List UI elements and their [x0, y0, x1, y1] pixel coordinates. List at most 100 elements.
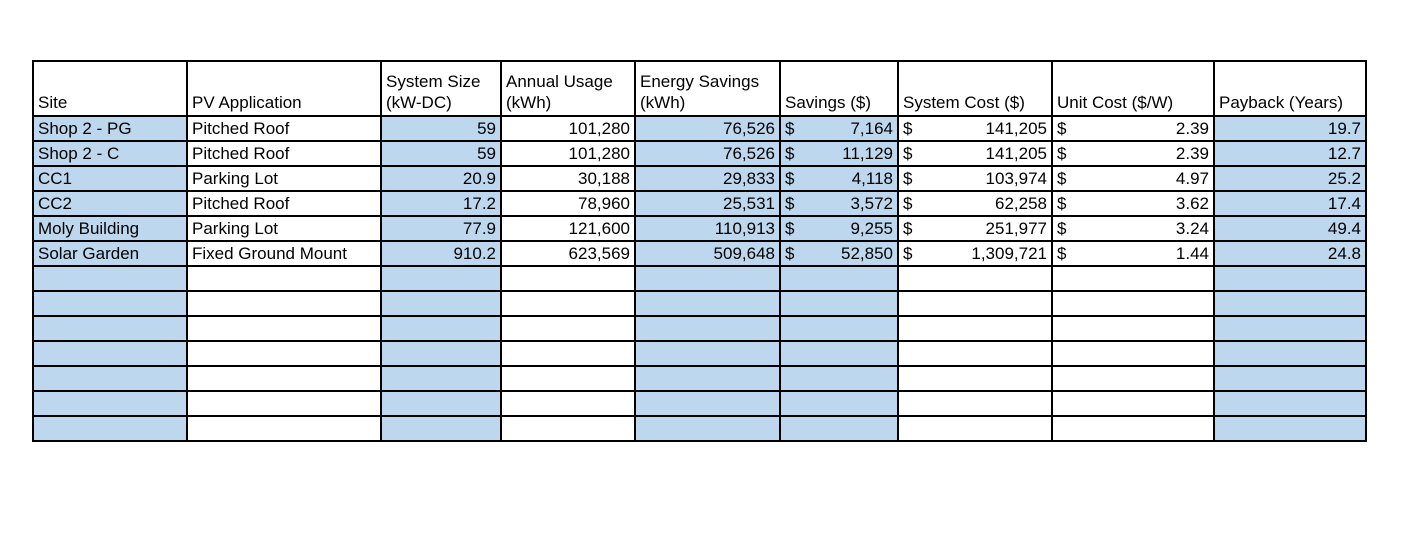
table-cell[interactable]: Pitched Roof: [186, 190, 382, 217]
table-cell[interactable]: [1051, 265, 1215, 292]
table-cell[interactable]: 101,280: [500, 115, 636, 142]
table-cell[interactable]: $52,850: [779, 240, 899, 267]
table-cell[interactable]: [32, 315, 188, 342]
table-cell[interactable]: [634, 415, 781, 442]
table-cell[interactable]: 101,280: [500, 140, 636, 167]
table-cell[interactable]: $141,205: [897, 140, 1053, 167]
table-cell[interactable]: [1051, 415, 1215, 442]
table-cell[interactable]: 59: [380, 140, 502, 167]
column-header[interactable]: PV Application: [186, 60, 382, 117]
table-cell[interactable]: $2.39: [1051, 140, 1215, 167]
table-cell[interactable]: $62,258: [897, 190, 1053, 217]
table-cell[interactable]: $4.97: [1051, 165, 1215, 192]
table-cell[interactable]: [186, 365, 382, 392]
table-cell[interactable]: $1,309,721: [897, 240, 1053, 267]
table-cell[interactable]: [1213, 415, 1367, 442]
table-cell[interactable]: 77.9: [380, 215, 502, 242]
table-cell[interactable]: [1213, 340, 1367, 367]
table-cell[interactable]: 623,569: [500, 240, 636, 267]
table-cell[interactable]: Pitched Roof: [186, 140, 382, 167]
table-cell[interactable]: [634, 340, 781, 367]
column-header[interactable]: System Cost ($): [897, 60, 1053, 117]
table-cell[interactable]: [1051, 365, 1215, 392]
table-cell[interactable]: 17.4: [1213, 190, 1367, 217]
table-cell[interactable]: $9,255: [779, 215, 899, 242]
table-cell[interactable]: [32, 340, 188, 367]
table-cell[interactable]: 20.9: [380, 165, 502, 192]
table-cell[interactable]: [186, 390, 382, 417]
table-cell[interactable]: [500, 265, 636, 292]
column-header[interactable]: Energy Savings (kWh): [634, 60, 781, 117]
table-cell[interactable]: $2.39: [1051, 115, 1215, 142]
table-cell[interactable]: [186, 315, 382, 342]
table-cell[interactable]: Shop 2 - C: [32, 140, 188, 167]
table-cell[interactable]: 110,913: [634, 215, 781, 242]
table-cell[interactable]: 78,960: [500, 190, 636, 217]
table-cell[interactable]: 121,600: [500, 215, 636, 242]
table-cell[interactable]: Parking Lot: [186, 215, 382, 242]
table-cell[interactable]: [500, 390, 636, 417]
table-cell[interactable]: 29,833: [634, 165, 781, 192]
table-cell[interactable]: 17.2: [380, 190, 502, 217]
column-header[interactable]: System Size (kW-DC): [380, 60, 502, 117]
table-cell[interactable]: [634, 265, 781, 292]
table-cell[interactable]: [32, 415, 188, 442]
table-cell[interactable]: [897, 290, 1053, 317]
column-header[interactable]: Payback (Years): [1213, 60, 1367, 117]
table-cell[interactable]: [779, 390, 899, 417]
table-cell[interactable]: [779, 315, 899, 342]
table-cell[interactable]: [380, 365, 502, 392]
column-header[interactable]: Site: [32, 60, 188, 117]
table-cell[interactable]: 12.7: [1213, 140, 1367, 167]
table-cell[interactable]: CC2: [32, 190, 188, 217]
table-cell[interactable]: [186, 265, 382, 292]
table-cell[interactable]: [32, 290, 188, 317]
table-cell[interactable]: [380, 315, 502, 342]
column-header[interactable]: Savings ($): [779, 60, 899, 117]
table-cell[interactable]: [1213, 390, 1367, 417]
table-cell[interactable]: [1213, 290, 1367, 317]
table-cell[interactable]: 19.7: [1213, 115, 1367, 142]
table-cell[interactable]: [380, 340, 502, 367]
table-cell[interactable]: [32, 265, 188, 292]
table-cell[interactable]: $4,118: [779, 165, 899, 192]
table-cell[interactable]: [897, 415, 1053, 442]
table-cell[interactable]: [1051, 390, 1215, 417]
table-cell[interactable]: [500, 415, 636, 442]
table-cell[interactable]: 509,648: [634, 240, 781, 267]
table-cell[interactable]: [634, 390, 781, 417]
table-cell[interactable]: $103,974: [897, 165, 1053, 192]
table-cell[interactable]: 910.2: [380, 240, 502, 267]
table-cell[interactable]: $3.62: [1051, 190, 1215, 217]
table-cell[interactable]: [779, 365, 899, 392]
table-cell[interactable]: [500, 340, 636, 367]
table-cell[interactable]: $3.24: [1051, 215, 1215, 242]
table-cell[interactable]: CC1: [32, 165, 188, 192]
table-cell[interactable]: [897, 390, 1053, 417]
table-cell[interactable]: 30,188: [500, 165, 636, 192]
table-cell[interactable]: [634, 315, 781, 342]
table-cell[interactable]: 25,531: [634, 190, 781, 217]
table-cell[interactable]: [186, 415, 382, 442]
table-cell[interactable]: 76,526: [634, 115, 781, 142]
table-cell[interactable]: [779, 290, 899, 317]
table-cell[interactable]: [897, 315, 1053, 342]
table-cell[interactable]: Solar Garden: [32, 240, 188, 267]
table-cell[interactable]: 25.2: [1213, 165, 1367, 192]
table-cell[interactable]: [380, 290, 502, 317]
table-cell[interactable]: $141,205: [897, 115, 1053, 142]
table-cell[interactable]: Moly Building: [32, 215, 188, 242]
table-cell[interactable]: [380, 390, 502, 417]
table-cell[interactable]: [186, 340, 382, 367]
table-cell[interactable]: [500, 290, 636, 317]
table-cell[interactable]: $11,129: [779, 140, 899, 167]
table-cell[interactable]: $251,977: [897, 215, 1053, 242]
table-cell[interactable]: [634, 365, 781, 392]
column-header[interactable]: Unit Cost ($/W): [1051, 60, 1215, 117]
table-cell[interactable]: [500, 315, 636, 342]
table-cell[interactable]: [186, 290, 382, 317]
table-cell[interactable]: [32, 390, 188, 417]
column-header[interactable]: Annual Usage (kWh): [500, 60, 636, 117]
table-cell[interactable]: [897, 365, 1053, 392]
table-cell[interactable]: $7,164: [779, 115, 899, 142]
